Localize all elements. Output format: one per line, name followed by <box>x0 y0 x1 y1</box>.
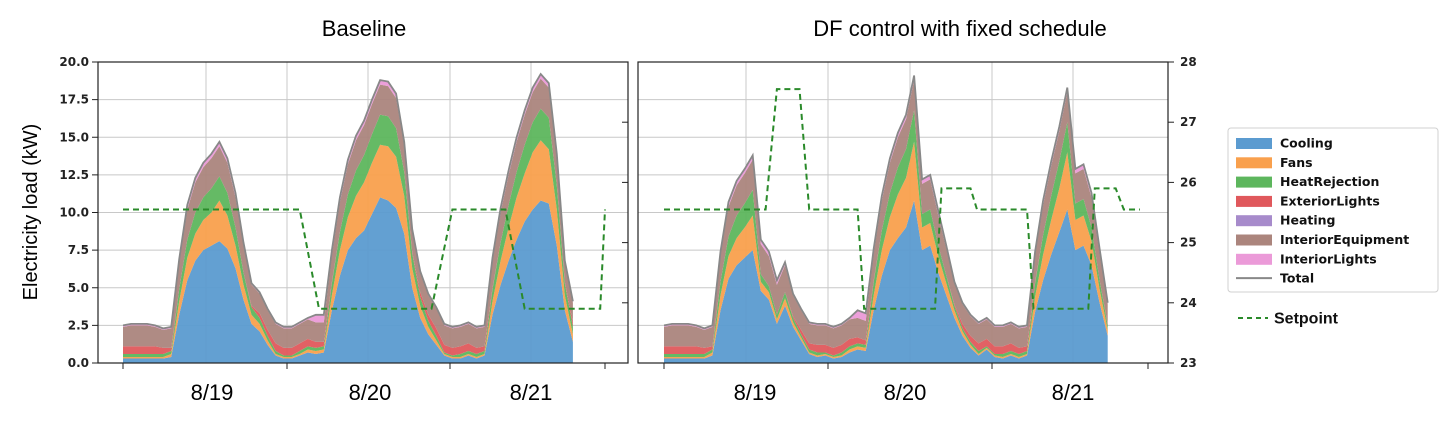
panel-title: DF control with fixed schedule <box>813 16 1106 41</box>
chart-root: Electricity load (kW) Baseline 8/19 8/20 8/2… <box>20 16 1439 405</box>
setpoint-line <box>664 88 1140 310</box>
legend2-label: Setpoint <box>1274 311 1339 328</box>
x-tick-label: 8/20 <box>884 380 927 405</box>
y2-tick-label: 26 <box>1180 175 1197 189</box>
area-interiorequipment <box>664 80 1108 348</box>
y2-tick-label: 23 <box>1180 356 1197 370</box>
legend-swatch <box>1236 234 1272 246</box>
area-cooling <box>123 197 573 363</box>
y-tick-label: 7.5 <box>68 243 89 257</box>
area-cooling <box>664 200 1108 363</box>
legend-box <box>1227 127 1439 293</box>
y2-tick-label: 28 <box>1180 55 1197 69</box>
y-ticks: 0.0 2.5 5.0 7.5 10.0 12.5 15.0 17.5 20.0 <box>59 55 98 370</box>
legend-label: Heating <box>1280 213 1335 228</box>
y-tick-label: 15.0 <box>59 130 89 144</box>
y-tick-label: 5.0 <box>68 281 89 295</box>
legend-swatch <box>1236 176 1272 188</box>
y-tick-label: 12.5 <box>59 168 89 182</box>
legend-label: Total <box>1280 271 1314 286</box>
legend-label: Cooling <box>1280 136 1333 151</box>
panel-title: Baseline <box>322 16 406 41</box>
y-axis-label: Electricity load (kW) <box>20 124 42 301</box>
legend-label: InteriorEquipment <box>1280 232 1409 247</box>
x-tick-label: 8/21 <box>510 380 553 405</box>
y-tick-label: 2.5 <box>68 318 89 332</box>
legend-swatch <box>1236 253 1272 265</box>
y2-tick-label: 24 <box>1180 296 1197 310</box>
y2-tick-label: 25 <box>1180 236 1197 250</box>
y-tick-label: 17.5 <box>59 93 89 107</box>
legend-swatch <box>1236 157 1272 169</box>
legend-label: HeatRejection <box>1280 174 1379 189</box>
x-tick-label: 8/20 <box>349 380 392 405</box>
total-line <box>122 72 574 330</box>
setpoint-line <box>123 208 606 310</box>
y-tick-label: 20.0 <box>59 55 89 69</box>
legend-label: ExteriorLights <box>1280 193 1380 208</box>
x-tick-label: 8/19 <box>734 380 777 405</box>
legend-label: Fans <box>1280 155 1313 170</box>
panel-0: Baseline 8/19 8/20 8/21 <box>97 16 629 405</box>
legend-swatch <box>1236 138 1272 149</box>
total-line <box>663 75 1109 330</box>
x-tick-label: 8/21 <box>1052 380 1095 405</box>
legend-swatch <box>1236 195 1272 207</box>
y-tick-label: 0.0 <box>68 356 89 370</box>
y2-ticks: 23 24 25 26 27 28 <box>1168 55 1197 370</box>
legend-swatch <box>1236 215 1272 227</box>
legend: Cooling Fans HeatRejection ExteriorLights He… <box>1227 127 1439 328</box>
y2-tick-label: 27 <box>1180 115 1197 129</box>
plot-frame <box>637 61 1169 364</box>
x-tick-label: 8/19 <box>191 380 234 405</box>
panel-1: DF control with fixed schedule 8/19 8/20 8/… <box>637 16 1169 405</box>
area-fans <box>664 141 1108 359</box>
y-tick-label: 10.0 <box>59 206 89 220</box>
area-fans <box>123 140 573 359</box>
legend-label: InteriorLights <box>1280 251 1377 266</box>
